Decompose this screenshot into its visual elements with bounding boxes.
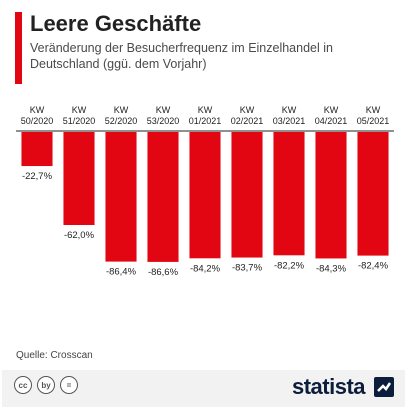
x-tick-label: 52/2020 [105,116,138,126]
data-label: -82,2% [274,260,305,271]
x-tick-label: 04/2021 [315,116,348,126]
chart-subtitle: Veränderung der Besucherfrequenz im Einz… [30,41,333,71]
x-tick-label: 53/2020 [147,116,180,126]
bar[interactable] [105,132,137,262]
bar[interactable] [231,132,263,258]
data-label: -22,7% [22,171,53,182]
x-tick-label: KW [114,105,129,115]
x-tick-label: KW [324,105,339,115]
data-label: -84,3% [316,263,347,274]
x-tick-label: KW [30,105,45,115]
data-label: -86,6% [148,267,179,278]
data-label: -83,7% [232,263,263,274]
bar[interactable] [21,132,53,167]
no-derivatives-icon[interactable]: = [60,376,78,394]
x-tick-label: KW [366,105,381,115]
x-tick-label: 01/2021 [189,116,222,126]
x-tick-label: KW [240,105,255,115]
creative-commons-icon[interactable]: cc [14,376,32,394]
bar[interactable] [273,132,305,256]
x-tick-label: 05/2021 [357,116,390,126]
data-label: -82,4% [358,261,389,272]
source-note: Quelle: Crosscan [16,350,93,361]
chart-title: Leere Geschäfte [30,11,202,36]
bar[interactable] [189,132,221,259]
statista-logo-mark-icon[interactable] [374,377,394,397]
statista-logo[interactable]: statista [292,374,366,399]
attribution-icon[interactable]: by [37,376,55,394]
x-tick-label: KW [282,105,297,115]
data-label: -84,2% [190,263,221,274]
x-tick-label: 03/2021 [273,116,306,126]
x-tick-label: 02/2021 [231,116,264,126]
x-tick-label: KW [156,105,171,115]
footer: cc by = statista [2,370,405,407]
x-tick-label: KW [198,105,213,115]
bar[interactable] [63,132,95,225]
license-icons: cc by = [14,376,78,394]
title-accent-bar [15,12,22,84]
bar[interactable] [147,132,179,262]
data-label: -62,0% [64,230,95,241]
bar[interactable] [357,132,389,256]
x-tick-label: KW [72,105,87,115]
bar[interactable] [315,132,347,259]
x-tick-label: 51/2020 [63,116,96,126]
x-tick-label: 50/2020 [21,116,54,126]
data-label: -86,4% [106,267,137,278]
